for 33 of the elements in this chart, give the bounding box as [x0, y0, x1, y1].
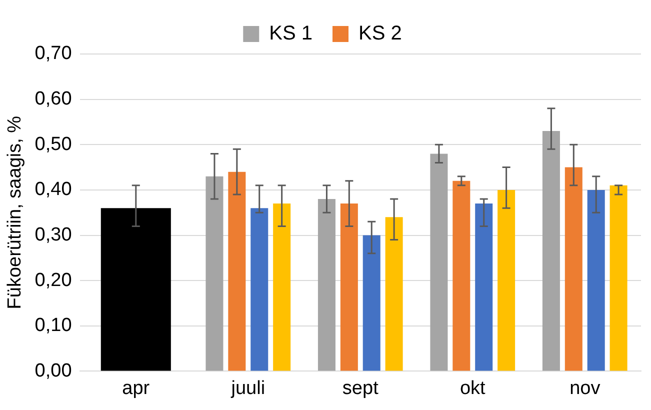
y-axis-title: Fükoerütriin, saagis, %: [4, 116, 26, 310]
bar: [318, 199, 336, 371]
legend-label: KS 2: [358, 22, 402, 45]
bar: [228, 172, 246, 371]
x-tick-label: nov: [570, 378, 601, 399]
bar: [452, 180, 470, 371]
bar: [100, 208, 171, 371]
bar: [475, 204, 493, 371]
bar: [362, 235, 380, 371]
x-tick-label: apr: [122, 378, 150, 399]
y-tick-label: 0,20: [34, 270, 72, 291]
bar: [564, 167, 582, 371]
y-tick-label: 0,00: [34, 360, 72, 382]
y-tick-label: 0,40: [34, 179, 72, 200]
bar: [498, 190, 516, 371]
bar: [340, 204, 358, 371]
bar: [610, 185, 628, 371]
bar: [385, 217, 403, 371]
bar: [206, 176, 224, 371]
legend-label: KS 1: [269, 22, 312, 45]
x-tick-label: sept: [342, 378, 380, 399]
bar: [587, 190, 605, 371]
y-tick-label: 0,10: [34, 315, 72, 336]
bar: [250, 208, 268, 371]
y-tick-label: 0,50: [34, 134, 72, 155]
x-tick-label: okt: [460, 378, 486, 399]
bar: [430, 154, 448, 371]
bar: [542, 131, 560, 371]
y-tick-label: 0,30: [34, 224, 72, 246]
bar: [273, 204, 291, 371]
y-tick-label: 0,60: [34, 88, 72, 110]
y-tick-label: 0,70: [34, 43, 72, 64]
x-tick-label: juuli: [230, 378, 266, 399]
